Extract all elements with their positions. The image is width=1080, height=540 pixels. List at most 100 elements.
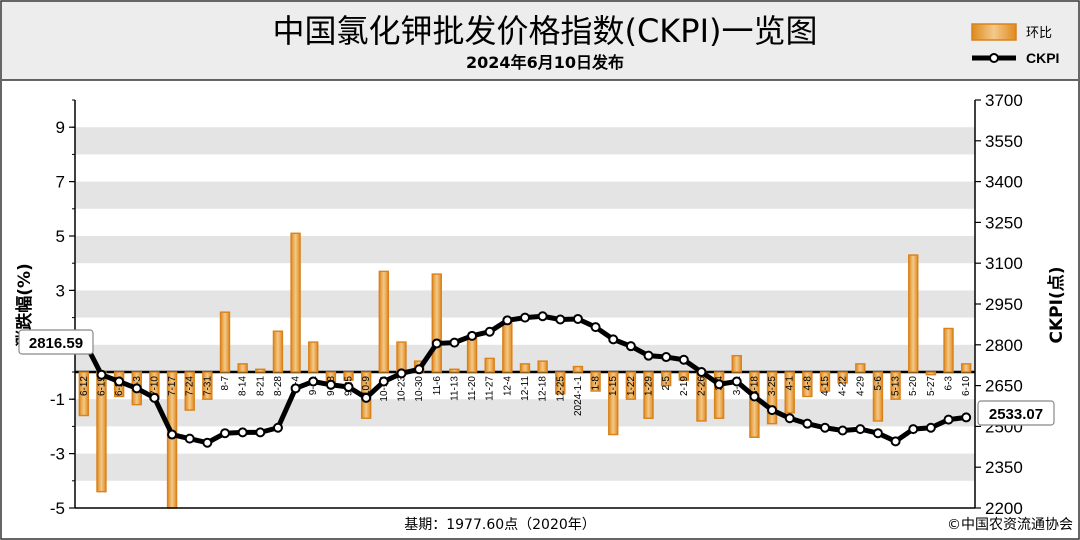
ckpi-point-4-15 <box>820 422 830 433</box>
ckpi-point-6-26 <box>114 376 125 387</box>
ckpi-point-3-25 <box>767 405 778 416</box>
ckpi-point-2-19 <box>678 354 689 365</box>
y-right-tick-label: 2950 <box>985 295 1023 314</box>
ckpi-point-5-20 <box>908 424 919 435</box>
grid-band <box>75 399 975 427</box>
ckpi-point-1-15 <box>608 334 619 345</box>
y-right-tick-label: 2350 <box>985 458 1023 477</box>
bar-9-25 <box>343 371 354 381</box>
x-tick-12-25: 12-25 <box>555 376 566 402</box>
x-tick-6-3: 6-3 <box>944 376 955 391</box>
legend-line-label: CKPI <box>1026 50 1059 66</box>
ckpi-point-2-5 <box>661 352 672 363</box>
ckpi-point-9-25 <box>343 381 354 392</box>
bar-4-8 <box>802 371 813 398</box>
x-tick-7-10: 7-10 <box>149 376 160 396</box>
bar-5-6 <box>872 371 884 422</box>
bar-8-28 <box>272 330 284 373</box>
x-tick-8-21: 8-21 <box>255 376 266 396</box>
start-value-label: 2816.59 <box>29 335 83 352</box>
bar-4-22 <box>837 371 848 384</box>
ckpi-point-10-16 <box>378 376 389 387</box>
ckpi-point-12-11 <box>520 312 530 323</box>
x-tick-4-1: 4-1 <box>785 376 796 391</box>
y-left-axis-label: 涨跌幅(%) <box>14 263 35 347</box>
grid-band <box>75 453 975 481</box>
bar-5-27 <box>925 371 937 376</box>
y-right-tick-label: 3100 <box>985 254 1023 273</box>
ckpi-point-10-9 <box>361 392 372 403</box>
x-tick-10-9: 10-9 <box>361 376 372 396</box>
ckpi-point-6-19 <box>96 369 107 380</box>
bar-8-14 <box>237 363 248 373</box>
line-series <box>78 311 972 448</box>
end-value-callout: 2533.07 <box>977 400 1055 426</box>
x-tick-6-10: 6-10 <box>961 376 972 396</box>
chart-subtitle: 2024年6月10日发布 <box>466 53 624 72</box>
legend-marker-swatch <box>989 53 999 63</box>
x-tick-7-31: 7-31 <box>202 376 213 396</box>
x-tick-8-7: 8-7 <box>220 376 231 391</box>
ckpi-point-11-13 <box>449 337 460 348</box>
x-tick-7-24: 7-24 <box>185 376 196 396</box>
bar-3-4 <box>713 371 725 419</box>
ckpi-point-12-25 <box>555 314 566 325</box>
x-tick-4-22: 4-22 <box>838 376 849 396</box>
x-tick-10-30: 10-30 <box>414 376 425 402</box>
grid-band <box>75 236 975 264</box>
bar-3-25 <box>766 371 778 425</box>
header-band <box>2 2 1078 80</box>
y-right-tick-label: 3250 <box>985 213 1023 232</box>
x-tick-5-20: 5-20 <box>908 376 919 396</box>
x-tick-2-5: 2-5 <box>661 376 672 391</box>
ckpi-point-8-28 <box>272 422 283 433</box>
grid-band <box>75 181 975 209</box>
x-tick-3-18: 3-18 <box>749 376 760 396</box>
y-right-tick-label: 2800 <box>985 336 1023 355</box>
x-tick-12-18: 12-18 <box>538 376 549 402</box>
x-tick-12-11: 12-11 <box>520 376 531 401</box>
x-tick-2-26: 2-26 <box>696 376 707 396</box>
ckpi-point-7-10 <box>149 392 160 403</box>
y-left-tick-label: 9 <box>56 118 65 137</box>
x-tick-11-20: 11-20 <box>467 376 478 401</box>
bar-3-18 <box>749 371 760 438</box>
ckpi-point-4-1 <box>784 413 795 424</box>
legend-bar-swatch <box>971 23 1017 41</box>
ckpi-point-3-4 <box>714 379 725 390</box>
bar-11-13 <box>449 368 460 373</box>
bar-11-6 <box>431 273 442 373</box>
grid-band <box>75 127 975 155</box>
x-tick-10-23: 10-23 <box>396 376 407 402</box>
bar-3-11 <box>731 354 742 373</box>
bar-4-29 <box>855 363 866 373</box>
ckpi-point-3-11 <box>731 376 742 387</box>
bar-5-20 <box>908 254 919 373</box>
ckpi-point-4-22 <box>837 425 848 436</box>
start-value-callout: 2816.59 <box>18 329 94 355</box>
ckpi-point-8-7 <box>220 428 230 439</box>
ckpi-point-9-18 <box>325 379 336 390</box>
bar-7-31 <box>202 371 213 400</box>
x-tick-7-3: 7-3 <box>132 376 143 391</box>
bar-5-13 <box>890 371 901 400</box>
bar-2024-1-1 <box>572 365 584 373</box>
ckpi-point-11-6 <box>431 338 442 349</box>
x-tick-1-8: 1-8 <box>591 376 602 391</box>
ckpi-point-8-21 <box>255 427 266 438</box>
copyright-note: ©中国农资流通协会 <box>947 517 1073 533</box>
ckpi-point-8-14 <box>237 427 248 438</box>
ckpi-point-6-3 <box>943 414 954 425</box>
bar-7-24 <box>184 371 195 411</box>
ckpi-point-1-29 <box>643 350 654 361</box>
bar-4-1 <box>784 371 795 414</box>
x-tick-2-19: 2-19 <box>679 376 690 396</box>
bar-1-15 <box>608 371 619 436</box>
x-tick-2024-1-1: 2024-1-1 <box>573 376 584 416</box>
ckpi-point-10-23 <box>396 368 407 379</box>
bar-12-18 <box>537 360 548 373</box>
y-right-tick-label: 3400 <box>985 173 1023 192</box>
x-tick-6-19: 6-19 <box>96 376 107 396</box>
x-tick-11-27: 11-27 <box>485 376 496 401</box>
ckpi-point-7-31 <box>202 437 213 448</box>
